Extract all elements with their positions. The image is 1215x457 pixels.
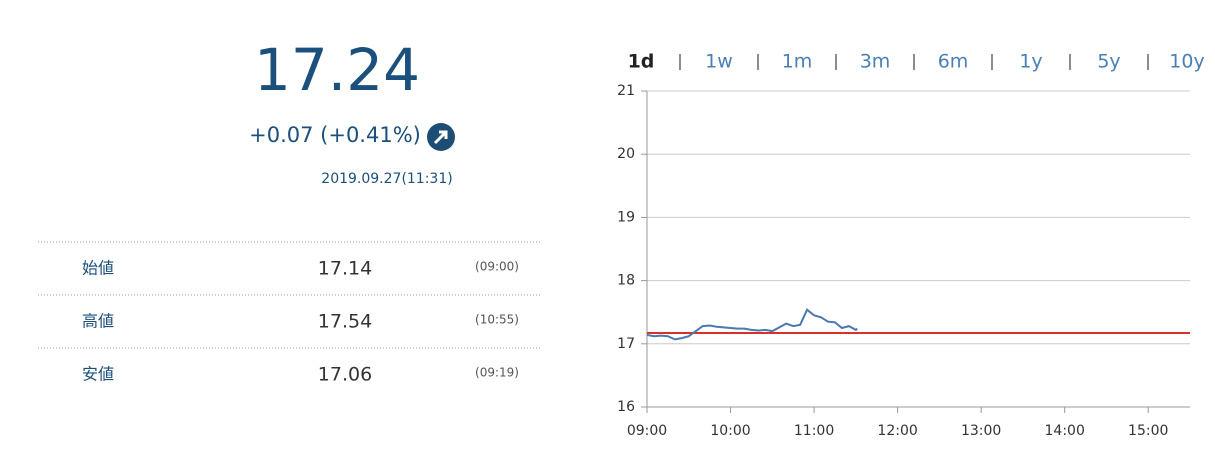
y-tick-label: 19 xyxy=(617,209,635,225)
y-tick-label: 17 xyxy=(617,336,635,352)
x-tick-label: 15:00 xyxy=(1128,423,1168,439)
y-tick-label: 20 xyxy=(617,146,635,162)
tab[interactable]: 1w xyxy=(705,51,733,73)
row-value: 17.54 xyxy=(318,311,372,333)
tab[interactable]: 6m xyxy=(938,51,969,73)
row-time: (09:19) xyxy=(475,366,519,380)
x-tick-label: 14:00 xyxy=(1045,423,1085,439)
chart: 16 17 18 19 20 21 09:00 10:00 11:00 12:00 13:00 14:… xyxy=(617,83,1190,439)
row-time: (10:55) xyxy=(475,313,519,327)
tab[interactable]: 1m xyxy=(782,51,813,73)
x-tick-label: 12:00 xyxy=(877,423,917,439)
row-label: 始値 xyxy=(82,259,114,278)
tab[interactable]: 10y xyxy=(1169,51,1204,73)
row-label: 安値 xyxy=(82,365,114,384)
y-tick-label: 16 xyxy=(617,399,635,415)
price-line xyxy=(646,308,858,341)
y-tick-label: 21 xyxy=(617,83,635,99)
x-tick-label: 13:00 xyxy=(961,423,1001,439)
timestamp: 2019.09.27(11:31) xyxy=(321,171,452,187)
x-tick-label: 09:00 xyxy=(627,423,667,439)
row-label: 高値 xyxy=(82,312,114,331)
x-tick-label: 10:00 xyxy=(710,423,750,439)
range-tabs: 1d 1w 1m 3m 6m 1y 5y 10y xyxy=(628,51,1205,73)
quote-table: 始値 17.14 (09:00) 高値 17.54 (10:55) 安値 17.06 (09:1… xyxy=(38,241,541,386)
tab[interactable]: 1y xyxy=(1019,51,1042,73)
price: 17.24 xyxy=(254,36,420,104)
row-time: (09:00) xyxy=(475,260,519,274)
tab[interactable]: 3m xyxy=(860,51,891,73)
y-tick-label: 18 xyxy=(617,273,635,289)
change: +0.07 (+0.41%) xyxy=(249,123,421,147)
up-icon xyxy=(427,123,455,151)
row-value: 17.06 xyxy=(318,364,372,386)
tab-active[interactable]: 1d xyxy=(628,51,655,73)
tab[interactable]: 5y xyxy=(1097,51,1120,73)
x-tick-label: 11:00 xyxy=(794,423,834,439)
row-value: 17.14 xyxy=(318,258,372,280)
